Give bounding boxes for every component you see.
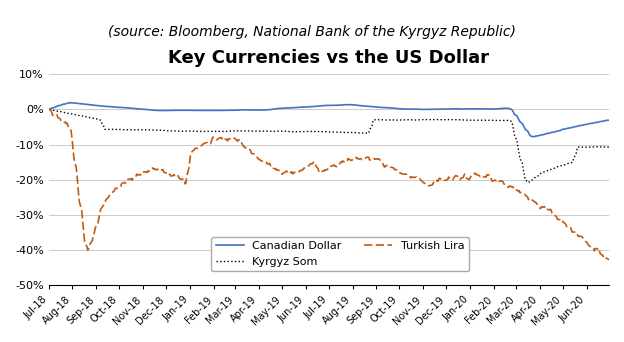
Line: Kyrgyz Som: Kyrgyz Som [49, 109, 609, 183]
Title: Key Currencies vs the US Dollar: Key Currencies vs the US Dollar [168, 49, 489, 67]
Legend: Canadian Dollar, Kyrgyz Som, Turkish Lira: Canadian Dollar, Kyrgyz Som, Turkish Lir… [212, 237, 469, 271]
Text: (source: Bloomberg, National Bank of the Kyrgyz Republic): (source: Bloomberg, National Bank of the… [108, 25, 516, 39]
Line: Canadian Dollar: Canadian Dollar [49, 103, 609, 137]
Line: Turkish Lira: Turkish Lira [49, 109, 609, 260]
